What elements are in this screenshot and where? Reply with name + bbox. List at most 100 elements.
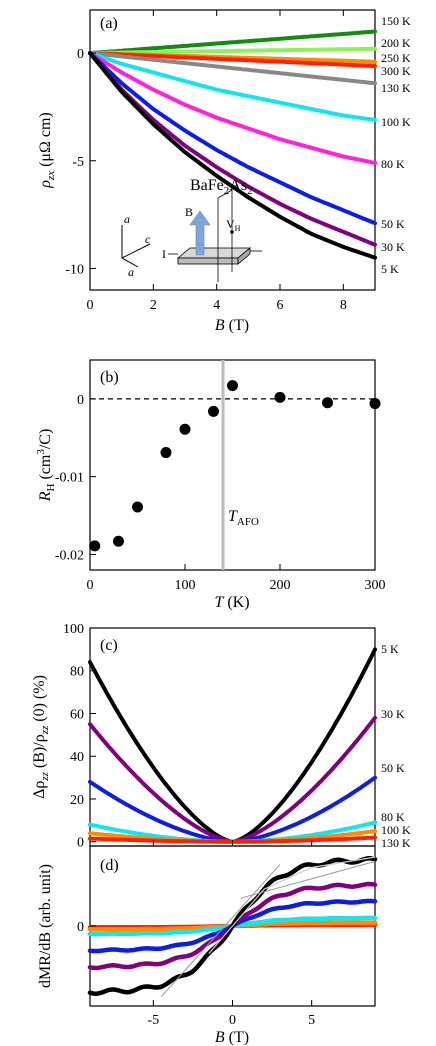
y-tick-label: 20 <box>70 793 84 808</box>
data-point <box>274 391 286 403</box>
panel-a-label: (a) <box>100 15 118 32</box>
inset-geometry: a c a I VH B <box>121 189 262 282</box>
data-point <box>369 398 381 410</box>
panel-b-frame <box>89 359 376 571</box>
series-line-200K <box>88 46 377 56</box>
inset-voltage-contact <box>230 230 234 234</box>
series-label-100K: 100 K <box>381 115 411 129</box>
inset-current-label: I <box>162 247 166 261</box>
series-line-80K <box>88 51 377 165</box>
series-label-50K: 50 K <box>381 761 405 775</box>
series-line-100K <box>88 51 377 122</box>
y-tick-label: 80 <box>70 665 84 680</box>
y-tick-label: -0.02 <box>55 548 84 563</box>
series-label-30K: 30 K <box>381 707 405 721</box>
saturation-guide-line <box>240 860 376 899</box>
panel-d: -5 0 5 0 (d) dMR/dB (arb. unit) B (T) <box>37 845 378 1046</box>
series-label-250K: 250 K <box>381 51 411 65</box>
panel-d-ticks: -5 0 5 0 <box>77 920 315 1028</box>
y-tick-label: -0.01 <box>55 471 84 486</box>
series-label-80K: 80 K <box>381 810 405 824</box>
y-tick-label: 40 <box>70 750 84 765</box>
series-line-5K <box>88 51 377 260</box>
fit-curve <box>208 856 376 955</box>
series-line-5K <box>88 647 377 844</box>
series-label-5K: 5 K <box>381 262 399 276</box>
series-line-300K <box>88 51 377 68</box>
axis-a2-arrow <box>121 257 139 268</box>
data-point <box>179 423 191 435</box>
series-label-80K: 80 K <box>381 157 405 171</box>
panel-d-label: (d) <box>100 857 119 874</box>
series-line-50K <box>88 51 377 226</box>
inset-voltage-plane-top <box>217 189 233 199</box>
series-label-30K: 30 K <box>381 240 405 254</box>
inset-axis-a2: a <box>128 265 134 279</box>
x-tick-label: 8 <box>340 298 347 313</box>
panel-b-ticks: 0 100 200 300 0 -0.01 -0.02 <box>55 393 386 593</box>
panel-d-plot-area <box>87 856 378 998</box>
inset-field-arrow <box>189 210 211 256</box>
y-tick-label: 100 <box>63 622 84 637</box>
series-label-50K: 50 K <box>381 217 405 231</box>
panel-b-plot-area <box>89 360 381 570</box>
panel-a-frame <box>89 9 376 291</box>
x-tick-label: 0 <box>229 1013 236 1028</box>
y-tick-label: 0 <box>77 47 84 62</box>
series-line-130K <box>88 51 377 86</box>
x-tick-label: 100 <box>175 578 196 593</box>
panel-b: 0 100 200 300 0 -0.01 -0.02 (b) TAFO RH (cm3/C… <box>35 359 386 611</box>
panel-c-ylabel: Δρzz (B)/ρzz (0) (%) <box>31 675 51 799</box>
data-point <box>160 447 172 459</box>
y-tick-label: -5 <box>72 155 84 170</box>
formula-label: BaFe2As2 <box>190 177 253 197</box>
data-point <box>113 535 124 547</box>
y-tick-label: -10 <box>65 262 84 277</box>
y-tick-label: 0 <box>77 393 84 408</box>
series-label-130K: 130 K <box>381 81 411 95</box>
series-label-300K: 300 K <box>381 64 411 78</box>
x-tick-label: 5 <box>308 1013 315 1028</box>
panel-a-ticks: 0 2 4 6 8 0 -5 -10 <box>65 10 347 313</box>
series-label-5K: 5 K <box>381 642 399 656</box>
panel-c-ticks: 0 20 40 60 80 100 <box>63 622 313 851</box>
x-tick-label: 200 <box>270 578 291 593</box>
data-point <box>208 405 219 417</box>
panel-b-label: (b) <box>100 369 119 386</box>
series-line-150K <box>88 29 377 56</box>
x-tick-label: 4 <box>213 298 220 313</box>
panel-c-label: (c) <box>100 637 118 654</box>
inset-axis-c: c <box>145 232 151 246</box>
x-tick-label: 0 <box>87 298 94 313</box>
inset-voltage-label: VH <box>226 217 241 233</box>
data-point <box>89 540 101 552</box>
data-point <box>227 380 238 392</box>
data-point <box>322 397 333 409</box>
panel-b-xlabel: T (K) <box>214 594 249 611</box>
y-tick-label: 0 <box>77 836 84 851</box>
panel-a-ylabel: ρzx (μΩ cm) <box>37 112 57 189</box>
linear-guide-line <box>160 864 281 998</box>
series-label-130K: 130 K <box>381 836 411 850</box>
panel-d-xlabel: B (T) <box>215 1029 249 1046</box>
x-tick-label: 300 <box>365 578 386 593</box>
panel-a-xlabel: B (T) <box>215 317 249 334</box>
inset-sample-side <box>177 257 239 265</box>
series-label-150K: 150 K <box>381 14 411 28</box>
x-tick-label: 6 <box>277 298 284 313</box>
panel-d-ylabel: dMR/dB (arb. unit) <box>37 864 54 988</box>
x-tick-label: 2 <box>150 298 157 313</box>
inset-field-label: B <box>185 205 193 219</box>
y-tick-label: 0 <box>77 920 84 935</box>
series-label-100K: 100 K <box>381 823 411 837</box>
x-tick-label: 0 <box>87 578 94 593</box>
afo-annotation: TAFO <box>228 508 259 528</box>
series-label-200K: 200 K <box>381 36 411 50</box>
inset-axis-a: a <box>124 212 130 226</box>
inset-sample-end <box>237 247 251 265</box>
